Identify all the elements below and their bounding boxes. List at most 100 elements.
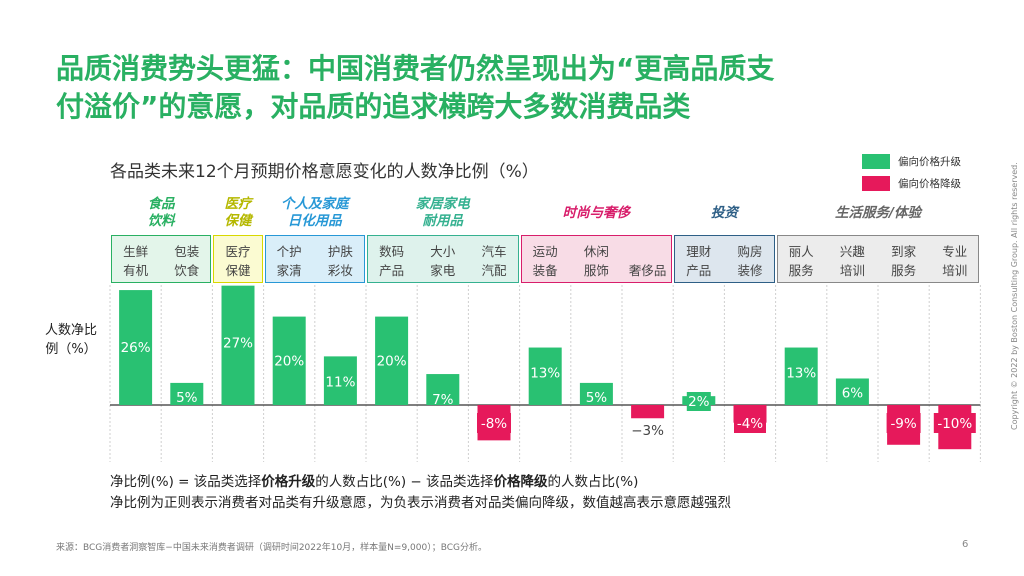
x-tick-label: 大小 家电 [417,242,468,280]
category-group-title-line: 医疗 [224,196,252,212]
bar [323,356,357,405]
x-tick-label-line: 培训 [942,263,968,278]
note-formula: 净比例(%) = 该品类选择价格升级的人数占比(%) − 该品类选择价格降级的人… [110,470,638,490]
x-tick-label-line: 服饰 [583,263,609,278]
x-tick-label-line: 家电 [430,263,456,278]
bar [119,290,153,405]
x-tick-label-line: 理财 [686,244,712,259]
x-tick-label: 购房 装修 [724,242,775,280]
x-tick-label-line: 服务 [788,263,814,278]
bar [221,285,255,405]
note-formula-upgrade: 价格升级 [261,474,316,490]
data-label: -10% [937,416,972,432]
x-tick-label-line: 大小 [430,244,456,259]
bar [631,405,665,419]
category-group-title: 时尚与奢侈 [520,205,674,222]
x-tick-label-line: 休闲 [583,244,609,259]
x-tick-label-line: 个护 [276,244,302,259]
category-group-box [520,235,673,283]
x-tick-label-line: 彩妆 [327,263,353,278]
page-number: 6 [962,539,969,550]
x-tick-label-line: 保健 [225,263,251,278]
x-tick-label-line: 丽人 [788,244,814,259]
note-formula-part-e: 的人数占比(%) [547,474,639,490]
bar [272,316,306,405]
category-group-title-line: 投资 [710,205,738,221]
bar [528,347,562,405]
data-label: 13% [530,366,560,382]
x-tick-label-line: 专业 [942,244,968,259]
category-group-title-line: 食品 [147,196,175,212]
legend-item-upgrade: 偏向价格升级 [862,152,961,170]
data-label-backdrop [686,392,711,411]
category-group-box [776,235,980,283]
data-label: 20% [377,354,407,370]
data-label: 11% [325,374,355,390]
bar [426,374,460,405]
x-tick-label: 个护 家清 [264,242,315,280]
category-group-title: 医疗 保健 [212,196,263,230]
data-label: 5% [586,390,608,406]
x-tick-label: 理财 产品 [673,242,724,280]
x-tick-label: 专业 培训 [929,242,980,280]
x-tick-label: 到家 服务 [878,242,929,280]
category-group-title-line: 饮料 [147,213,175,229]
x-tick-label-line: 服务 [891,263,917,278]
x-tick-label-line: 汽配 [481,263,507,278]
x-tick-label: 包装 饮食 [161,242,212,280]
title-line-1: 品质消费势头更猛：中国消费者仍然呈现出为“更高品质支 [56,52,775,85]
x-tick-label-line: 装备 [532,263,558,278]
legend-item-downgrade: 偏向价格降级 [862,174,961,192]
x-tick-label-line: 数码 [379,244,405,259]
x-tick-label-line: 包装 [174,244,200,259]
data-label: -9% [890,416,916,432]
data-label: 7% [432,392,454,408]
category-group-title-line: 保健 [224,213,252,229]
legend-label-upgrade: 偏向价格升级 [898,155,961,168]
category-group-box [213,235,263,283]
bar [835,378,869,405]
copyright-text: Copyright © 2022 by Boston Consulting Gr… [1010,162,1019,430]
data-label-backdrop [886,413,921,433]
x-tick-label-line: 产品 [686,263,712,278]
category-group-title-line: 耐用品 [422,213,464,229]
data-label-backdrop [477,413,511,433]
title-line-2: 付溢价”的意愿，对品质的追求横跨大多数消费品类 [56,90,691,123]
x-tick-label-line: 购房 [737,244,763,259]
x-tick-label: 兴趣 培训 [827,242,878,280]
x-tick-label-line: 生鲜 [123,244,149,259]
bar [375,316,409,405]
data-label-backdrop [933,413,976,433]
category-group-title-line: 家居家电 [415,196,470,212]
x-tick-label-line: 产品 [379,263,405,278]
data-label: 26% [121,340,151,356]
bar [170,382,204,405]
x-tick-label-line: 饮食 [174,263,200,278]
x-tick-label: 运动 装备 [520,242,571,280]
note-formula-part-a: 净比例(%) = 该品类选择 [110,474,262,490]
category-group-title-line: 个人及家庭 [281,196,349,212]
category-group-box [367,235,519,283]
category-group-title: 生活服务/体验 [776,205,981,222]
y-axis-label: 人数净比例（%） [44,323,97,357]
x-tick-label-line: 家清 [276,263,302,278]
data-label: 5% [176,390,198,406]
x-tick-label-line: 运动 [532,244,558,259]
x-tick-label: 丽人 服务 [776,242,827,280]
bar [784,347,818,405]
x-tick-label: 生鲜 有机 [110,242,161,280]
category-group-title: 食品 饮料 [110,196,212,230]
x-tick-label-line: 培训 [839,263,865,278]
data-label: -4% [737,416,763,432]
x-tick-label: 护肤 彩妆 [315,242,366,280]
x-tick-label-line: 有机 [123,263,149,278]
note-formula-downgrade: 价格降级 [493,474,548,490]
data-label: 27% [223,336,253,352]
category-group-title: 家居家电 耐用品 [366,196,520,230]
data-label: -8% [481,416,507,432]
legend-label-downgrade: 偏向价格降级 [898,177,961,190]
x-tick-label: 休闲 服饰 [571,242,622,280]
x-tick-label-line: 兴趣 [839,244,865,259]
category-group-title-line: 生活服务/体验 [835,205,921,221]
